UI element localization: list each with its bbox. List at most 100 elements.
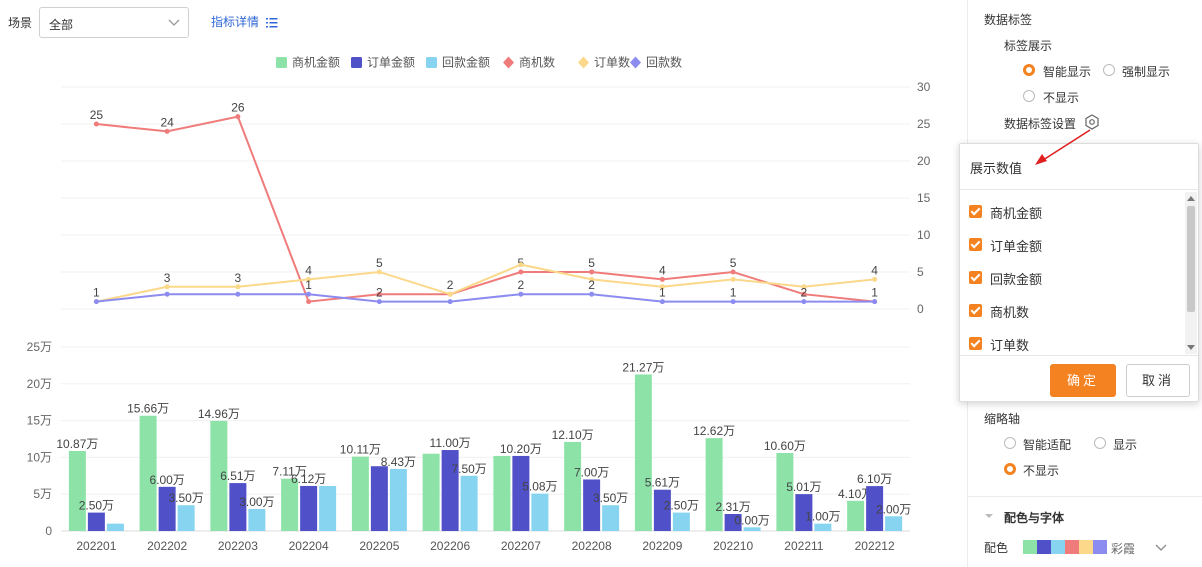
palette-chevron-down-icon[interactable] xyxy=(1155,542,1167,552)
bar xyxy=(814,523,832,531)
line-axis-tick: 20 xyxy=(917,154,931,168)
bar xyxy=(87,512,105,531)
bar-data-label: 11.00万 xyxy=(430,436,471,450)
x-axis-tick: 202202 xyxy=(147,539,187,553)
popup-scrollbar[interactable] xyxy=(1185,192,1197,354)
line-point xyxy=(376,291,382,297)
line-data-label: 5 xyxy=(376,256,383,270)
line-data-label: 5 xyxy=(730,256,737,270)
line-data-label: 2 xyxy=(376,286,383,300)
line-axis-tick: 25 xyxy=(917,117,931,131)
caret-down-icon[interactable] xyxy=(984,512,994,520)
checkbox-order-amount[interactable] xyxy=(969,238,982,251)
x-axis-tick: 202212 xyxy=(855,539,895,553)
palette-label: 配色 xyxy=(984,541,1009,555)
scroll-up-icon[interactable] xyxy=(1187,196,1195,201)
bar xyxy=(422,453,440,531)
bar xyxy=(847,500,865,531)
line-data-label: 1 xyxy=(305,278,312,292)
line-point xyxy=(589,269,595,275)
radio-zoom-show[interactable] xyxy=(1094,437,1106,449)
legend-swatch xyxy=(276,57,287,68)
line-point xyxy=(589,276,595,282)
bar-data-label: 5.08万 xyxy=(522,480,557,494)
bar xyxy=(139,415,157,531)
palette-name: 彩霞 xyxy=(1111,542,1136,556)
popup-footer-divider xyxy=(960,355,1198,356)
x-axis-tick: 202210 xyxy=(713,539,753,553)
line-data-label: 2 xyxy=(447,278,454,292)
line-point xyxy=(306,299,312,305)
radio-zoom-smart[interactable] xyxy=(1004,437,1016,449)
scene-select[interactable]: 全部 xyxy=(39,7,189,38)
bar xyxy=(68,450,86,531)
palette-swatch xyxy=(1023,540,1037,554)
data-labels-title: 数据标签 xyxy=(984,13,1033,27)
metric-detail-link[interactable]: 指标详情 xyxy=(211,13,278,30)
list-icon xyxy=(266,18,278,28)
radio-force-display[interactable] xyxy=(1103,64,1115,76)
palette-swatch xyxy=(1093,540,1107,554)
radio-hide[interactable] xyxy=(1023,90,1035,102)
chevron-down-icon xyxy=(168,19,180,26)
bar xyxy=(795,494,813,531)
bar xyxy=(441,450,459,531)
bar xyxy=(531,493,549,531)
line-point xyxy=(730,269,736,275)
radio-force-display-label: 强制显示 xyxy=(1122,65,1171,79)
bar-data-label: 7.00万 xyxy=(574,465,609,479)
legend-label: 商机金额 xyxy=(292,55,340,70)
line-point xyxy=(164,128,170,134)
line-point xyxy=(801,299,807,305)
bar-data-label: 0.00万 xyxy=(734,513,769,527)
line-data-label: 4 xyxy=(871,263,878,277)
cancel-button[interactable]: 取消 xyxy=(1126,364,1190,397)
line-data-label: 1 xyxy=(871,286,878,300)
line-point xyxy=(93,121,99,127)
line-point xyxy=(93,299,99,305)
line-data-label: 26 xyxy=(231,101,245,115)
scrollbar-thumb[interactable] xyxy=(1187,206,1195,312)
line-point xyxy=(235,114,241,120)
scroll-down-icon[interactable] xyxy=(1187,345,1195,350)
x-axis-tick: 202201 xyxy=(76,539,116,553)
confirm-button[interactable]: 确定 xyxy=(1050,364,1116,397)
line-point xyxy=(447,299,453,305)
checkbox-opportunity-amount[interactable] xyxy=(969,205,982,218)
radio-zoom-smart-label: 智能适配 xyxy=(1023,438,1072,452)
checkbox-payment-amount[interactable] xyxy=(969,271,982,284)
palette-swatch xyxy=(1051,540,1065,554)
bar xyxy=(493,455,511,531)
radio-zoom-hide[interactable] xyxy=(1004,463,1016,475)
line-point xyxy=(659,284,665,290)
radio-smart-display[interactable] xyxy=(1023,64,1035,76)
bar xyxy=(351,456,369,531)
bar-axis-tick: 10万 xyxy=(27,450,52,464)
line-axis-tick: 0 xyxy=(917,302,924,316)
bar xyxy=(885,516,903,531)
legend-label: 订单数 xyxy=(594,55,630,70)
bar xyxy=(583,479,601,531)
bar-data-label: 10.20万 xyxy=(500,442,542,456)
bar xyxy=(229,483,247,531)
line-axis-tick: 5 xyxy=(917,265,924,279)
line-point xyxy=(518,269,524,275)
line-point xyxy=(659,299,665,305)
line-point xyxy=(872,276,878,282)
settings-gear-icon[interactable] xyxy=(1084,114,1100,130)
x-axis-tick: 202208 xyxy=(572,539,612,553)
line-point xyxy=(164,291,170,297)
checkbox-opportunity-count[interactable] xyxy=(969,304,982,317)
color-font-title: 配色与字体 xyxy=(1004,511,1065,525)
bar xyxy=(866,486,884,531)
checkbox-order-count[interactable] xyxy=(969,337,982,350)
bar-data-label: 6.51万 xyxy=(220,469,255,483)
bar-data-label: 6.10万 xyxy=(857,472,892,486)
line-point xyxy=(306,291,312,297)
radio-smart-display-label: 智能显示 xyxy=(1043,65,1092,79)
scene-label: 场景 xyxy=(8,16,33,30)
line-data-label: 3 xyxy=(164,271,171,285)
palette-swatch xyxy=(1037,540,1051,554)
radio-zoom-show-label: 显示 xyxy=(1113,438,1138,452)
bar-data-label: 7.11万 xyxy=(272,465,306,479)
